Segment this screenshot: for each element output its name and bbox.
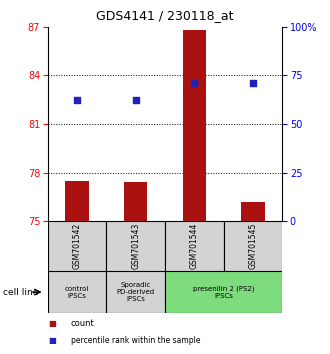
Bar xyxy=(182,30,206,221)
Point xyxy=(133,97,138,102)
Text: count: count xyxy=(71,319,95,327)
Bar xyxy=(124,182,148,221)
Text: GSM701543: GSM701543 xyxy=(131,223,140,269)
Bar xyxy=(106,221,165,271)
Text: presenilin 2 (PS2)
iPSCs: presenilin 2 (PS2) iPSCs xyxy=(193,285,254,299)
Bar xyxy=(48,221,106,271)
Bar xyxy=(48,271,106,313)
Bar xyxy=(65,181,89,221)
Text: ■: ■ xyxy=(48,336,56,345)
Text: GDS4141 / 230118_at: GDS4141 / 230118_at xyxy=(96,9,234,22)
Bar xyxy=(165,271,282,313)
Bar xyxy=(165,221,224,271)
Text: control
IPSCs: control IPSCs xyxy=(65,286,89,298)
Text: GSM701545: GSM701545 xyxy=(248,223,257,269)
Text: GSM701544: GSM701544 xyxy=(190,223,199,269)
Text: cell line: cell line xyxy=(3,287,39,297)
Point xyxy=(250,80,255,86)
Bar xyxy=(106,271,165,313)
Bar xyxy=(224,221,282,271)
Point xyxy=(192,80,197,86)
Text: ■: ■ xyxy=(48,319,56,327)
Text: Sporadic
PD-derived
iPSCs: Sporadic PD-derived iPSCs xyxy=(116,282,155,302)
Bar xyxy=(241,202,265,221)
Text: GSM701542: GSM701542 xyxy=(73,223,82,269)
Text: percentile rank within the sample: percentile rank within the sample xyxy=(71,336,200,345)
Point xyxy=(75,97,80,102)
